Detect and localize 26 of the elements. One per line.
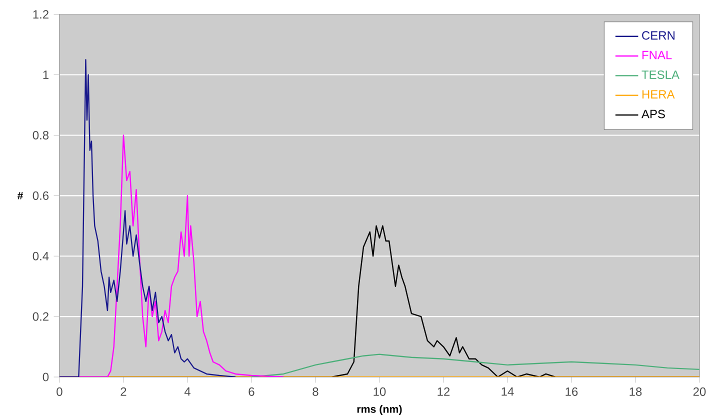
line-series (250, 354, 700, 377)
x-axis-title: rms (nm) (357, 405, 402, 415)
y-tick-label: 0.8 (32, 130, 49, 140)
x-tick-label: 0 (56, 387, 62, 396)
legend-label: TESLA (642, 70, 680, 79)
x-tick-label: 6 (248, 387, 254, 396)
x-tick-label: 16 (566, 387, 578, 396)
x-tick-label: 14 (502, 387, 514, 396)
y-tick-label: 0.2 (32, 312, 48, 321)
x-tick-label: 20 (693, 387, 706, 396)
x-tick-label: 4 (184, 387, 190, 396)
legend-label: FNAL (642, 50, 672, 60)
y-tick-label: 0 (42, 372, 49, 382)
y-tick-label: 0.4 (32, 252, 49, 260)
legend-label: CERN (642, 31, 674, 40)
y-tick-label: 1 (43, 70, 48, 79)
legend-label: APS (641, 110, 665, 118)
y-tick-label: 0.6 (32, 191, 49, 200)
x-tick-label: 12 (438, 387, 450, 396)
x-tick-label: 10 (374, 387, 386, 396)
x-tick-label: 2 (120, 387, 126, 396)
y-axis-title: # (17, 192, 24, 200)
legend-label: HERA (642, 90, 675, 98)
y-tick-label: 1.2 (33, 10, 48, 19)
x-tick-label: 8 (312, 387, 318, 396)
x-tick-label: 18 (630, 387, 642, 396)
